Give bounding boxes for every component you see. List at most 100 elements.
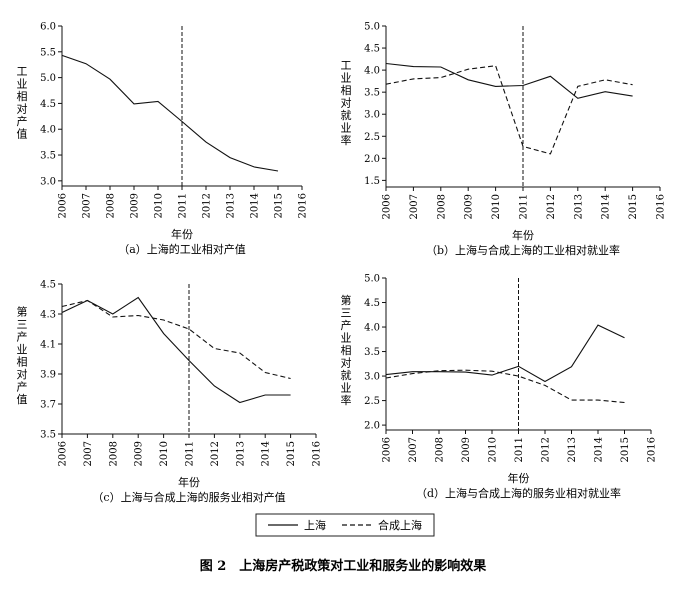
y-tick-label: 3.7 [40, 400, 56, 411]
x-tick-label: 2014 [261, 441, 272, 466]
y-tick-label: 3.9 [40, 370, 56, 381]
panel-caption: （a）上海的工业相对产值 [118, 242, 246, 256]
x-tick-label: 2016 [656, 194, 667, 219]
x-tick-label: 2012 [202, 193, 213, 218]
x-tick-label: 2009 [464, 194, 475, 219]
y-tick-label: 2.0 [364, 421, 380, 432]
x-tick-label: 2008 [108, 441, 119, 466]
y-tick-label: 2.0 [364, 154, 380, 165]
panel-caption: （b）上海与合成上海的工业相对就业率 [426, 243, 620, 257]
x-tick-label: 2011 [519, 194, 530, 219]
series-line-shanghai [61, 296, 291, 404]
y-tick-label: 3.5 [40, 151, 56, 162]
chart-panel-d: 2.0 2.5 3.0 3.5 4.0 4.5 5.0 2006 2007 2008 2009 201… [341, 274, 658, 501]
y-tick-label: 2.5 [364, 396, 380, 407]
y-tick-label: 5.0 [364, 22, 380, 33]
x-tick-label: 2013 [226, 193, 237, 218]
legend-label-synthetic: 合成上海 [378, 518, 422, 532]
x-tick-label: 2012 [546, 194, 557, 219]
y-tick-label: 4.1 [40, 340, 56, 351]
x-tick-label: 2010 [154, 193, 165, 218]
panel-caption: （c）上海与合成上海的服务业相对产值 [92, 490, 285, 504]
x-tick-label: 2012 [541, 437, 552, 462]
series-line-shanghai [61, 54, 279, 172]
legend: 上海 合成上海 [255, 513, 435, 537]
x-tick-label: 2016 [647, 437, 658, 462]
x-tick-label: 2012 [210, 441, 221, 466]
y-tick-label: 3.5 [40, 430, 56, 441]
y-tick-label: 4.5 [364, 298, 380, 309]
figure-title: 图 2 上海房产税政策对工业和服务业的影响效果 [200, 558, 487, 574]
x-tick-label: 2008 [106, 193, 117, 218]
x-tick-label: 2007 [408, 437, 419, 462]
x-tick-label: 2007 [409, 194, 420, 219]
x-tick-label: 2016 [298, 193, 309, 218]
y-tick-label: 2.5 [364, 132, 380, 143]
x-tick-label: 2013 [573, 194, 584, 219]
x-tick-label: 2006 [58, 193, 69, 218]
x-axis-label: 年份 [508, 471, 530, 485]
x-tick-label: 2009 [130, 193, 141, 218]
x-tick-label: 2008 [436, 194, 447, 219]
y-tick-label: 4.5 [364, 44, 380, 55]
y-tick-label: 5.0 [40, 73, 56, 84]
x-tick-label: 2011 [185, 441, 196, 466]
x-tick-label: 2011 [514, 437, 525, 462]
y-tick-label: 3.0 [364, 372, 380, 383]
x-tick-label: 2009 [134, 441, 145, 466]
x-tick-label: 2013 [567, 437, 578, 462]
x-tick-label: 2016 [312, 441, 323, 466]
x-tick-label: 2011 [178, 193, 189, 218]
x-tick-label: 2015 [274, 193, 285, 218]
y-tick-label: 3.0 [364, 110, 380, 121]
x-tick-label: 2006 [382, 437, 393, 462]
y-tick-label: 1.5 [364, 176, 380, 187]
x-tick-label: 2014 [594, 437, 605, 462]
legend-label-shanghai: 上海 [304, 518, 326, 532]
series-line-synthetic [385, 369, 625, 404]
x-axis-label: 年份 [178, 475, 200, 489]
y-axis-label: 第三产业相对就业率 [341, 293, 352, 407]
chart-panels: 3.0 3.5 4.0 4.5 5.0 5.5 6.0 2006 2007 2008 2009 201… [17, 22, 667, 505]
x-tick-label: 2014 [250, 193, 261, 218]
x-tick-label: 2015 [286, 441, 297, 466]
y-tick-label: 4.0 [364, 66, 380, 77]
y-axis-label: 工业相对产值 [17, 65, 28, 141]
x-tick-label: 2006 [382, 194, 393, 219]
x-tick-label: 2013 [235, 441, 246, 466]
chart-panel-a: 3.0 3.5 4.0 4.5 5.0 5.5 6.0 2006 2007 2008 2009 201… [17, 22, 309, 257]
x-tick-label: 2009 [461, 437, 472, 462]
x-tick-label: 2015 [628, 194, 639, 219]
panel-caption: （d）上海与合成上海的服务业相对就业率 [416, 486, 621, 500]
y-tick-label: 4.0 [40, 125, 56, 136]
x-tick-label: 2007 [82, 193, 93, 218]
y-tick-label: 4.5 [40, 280, 56, 291]
x-tick-label: 2007 [83, 441, 94, 466]
x-tick-label: 2008 [435, 437, 446, 462]
series-line-synthetic [385, 65, 633, 155]
x-tick-label: 2006 [58, 441, 69, 466]
y-tick-label: 3.5 [364, 88, 380, 99]
y-tick-label: 3.5 [364, 347, 380, 358]
x-tick-label: 2010 [491, 194, 502, 219]
y-tick-label: 3.0 [40, 176, 56, 187]
y-tick-label: 6.0 [40, 22, 56, 33]
x-axis-label: 年份 [512, 228, 534, 242]
y-tick-label: 5.0 [364, 274, 380, 285]
y-axis-label: 工业相对就业率 [341, 59, 352, 147]
series-line-shanghai [385, 62, 633, 99]
y-tick-label: 4.3 [40, 310, 56, 321]
x-tick-label: 2015 [620, 437, 631, 462]
y-axis-label: 第三产业相对产值 [17, 304, 28, 406]
x-axis-label: 年份 [171, 227, 193, 241]
x-tick-label: 2010 [488, 437, 499, 462]
chart-panel-c: 3.5 3.7 3.9 4.1 4.3 4.5 2006 2007 2008 2009 2010 20… [17, 280, 323, 505]
chart-panel-b: 1.5 2.0 2.5 3.0 3.5 4.0 4.5 5.0 2006 2007 2008 2009… [341, 22, 667, 258]
y-tick-label: 5.5 [40, 47, 56, 58]
x-tick-label: 2014 [601, 194, 612, 219]
y-tick-label: 4.5 [40, 99, 56, 110]
x-tick-label: 2010 [159, 441, 170, 466]
y-tick-label: 4.0 [364, 323, 380, 334]
series-line-synthetic [61, 299, 291, 380]
